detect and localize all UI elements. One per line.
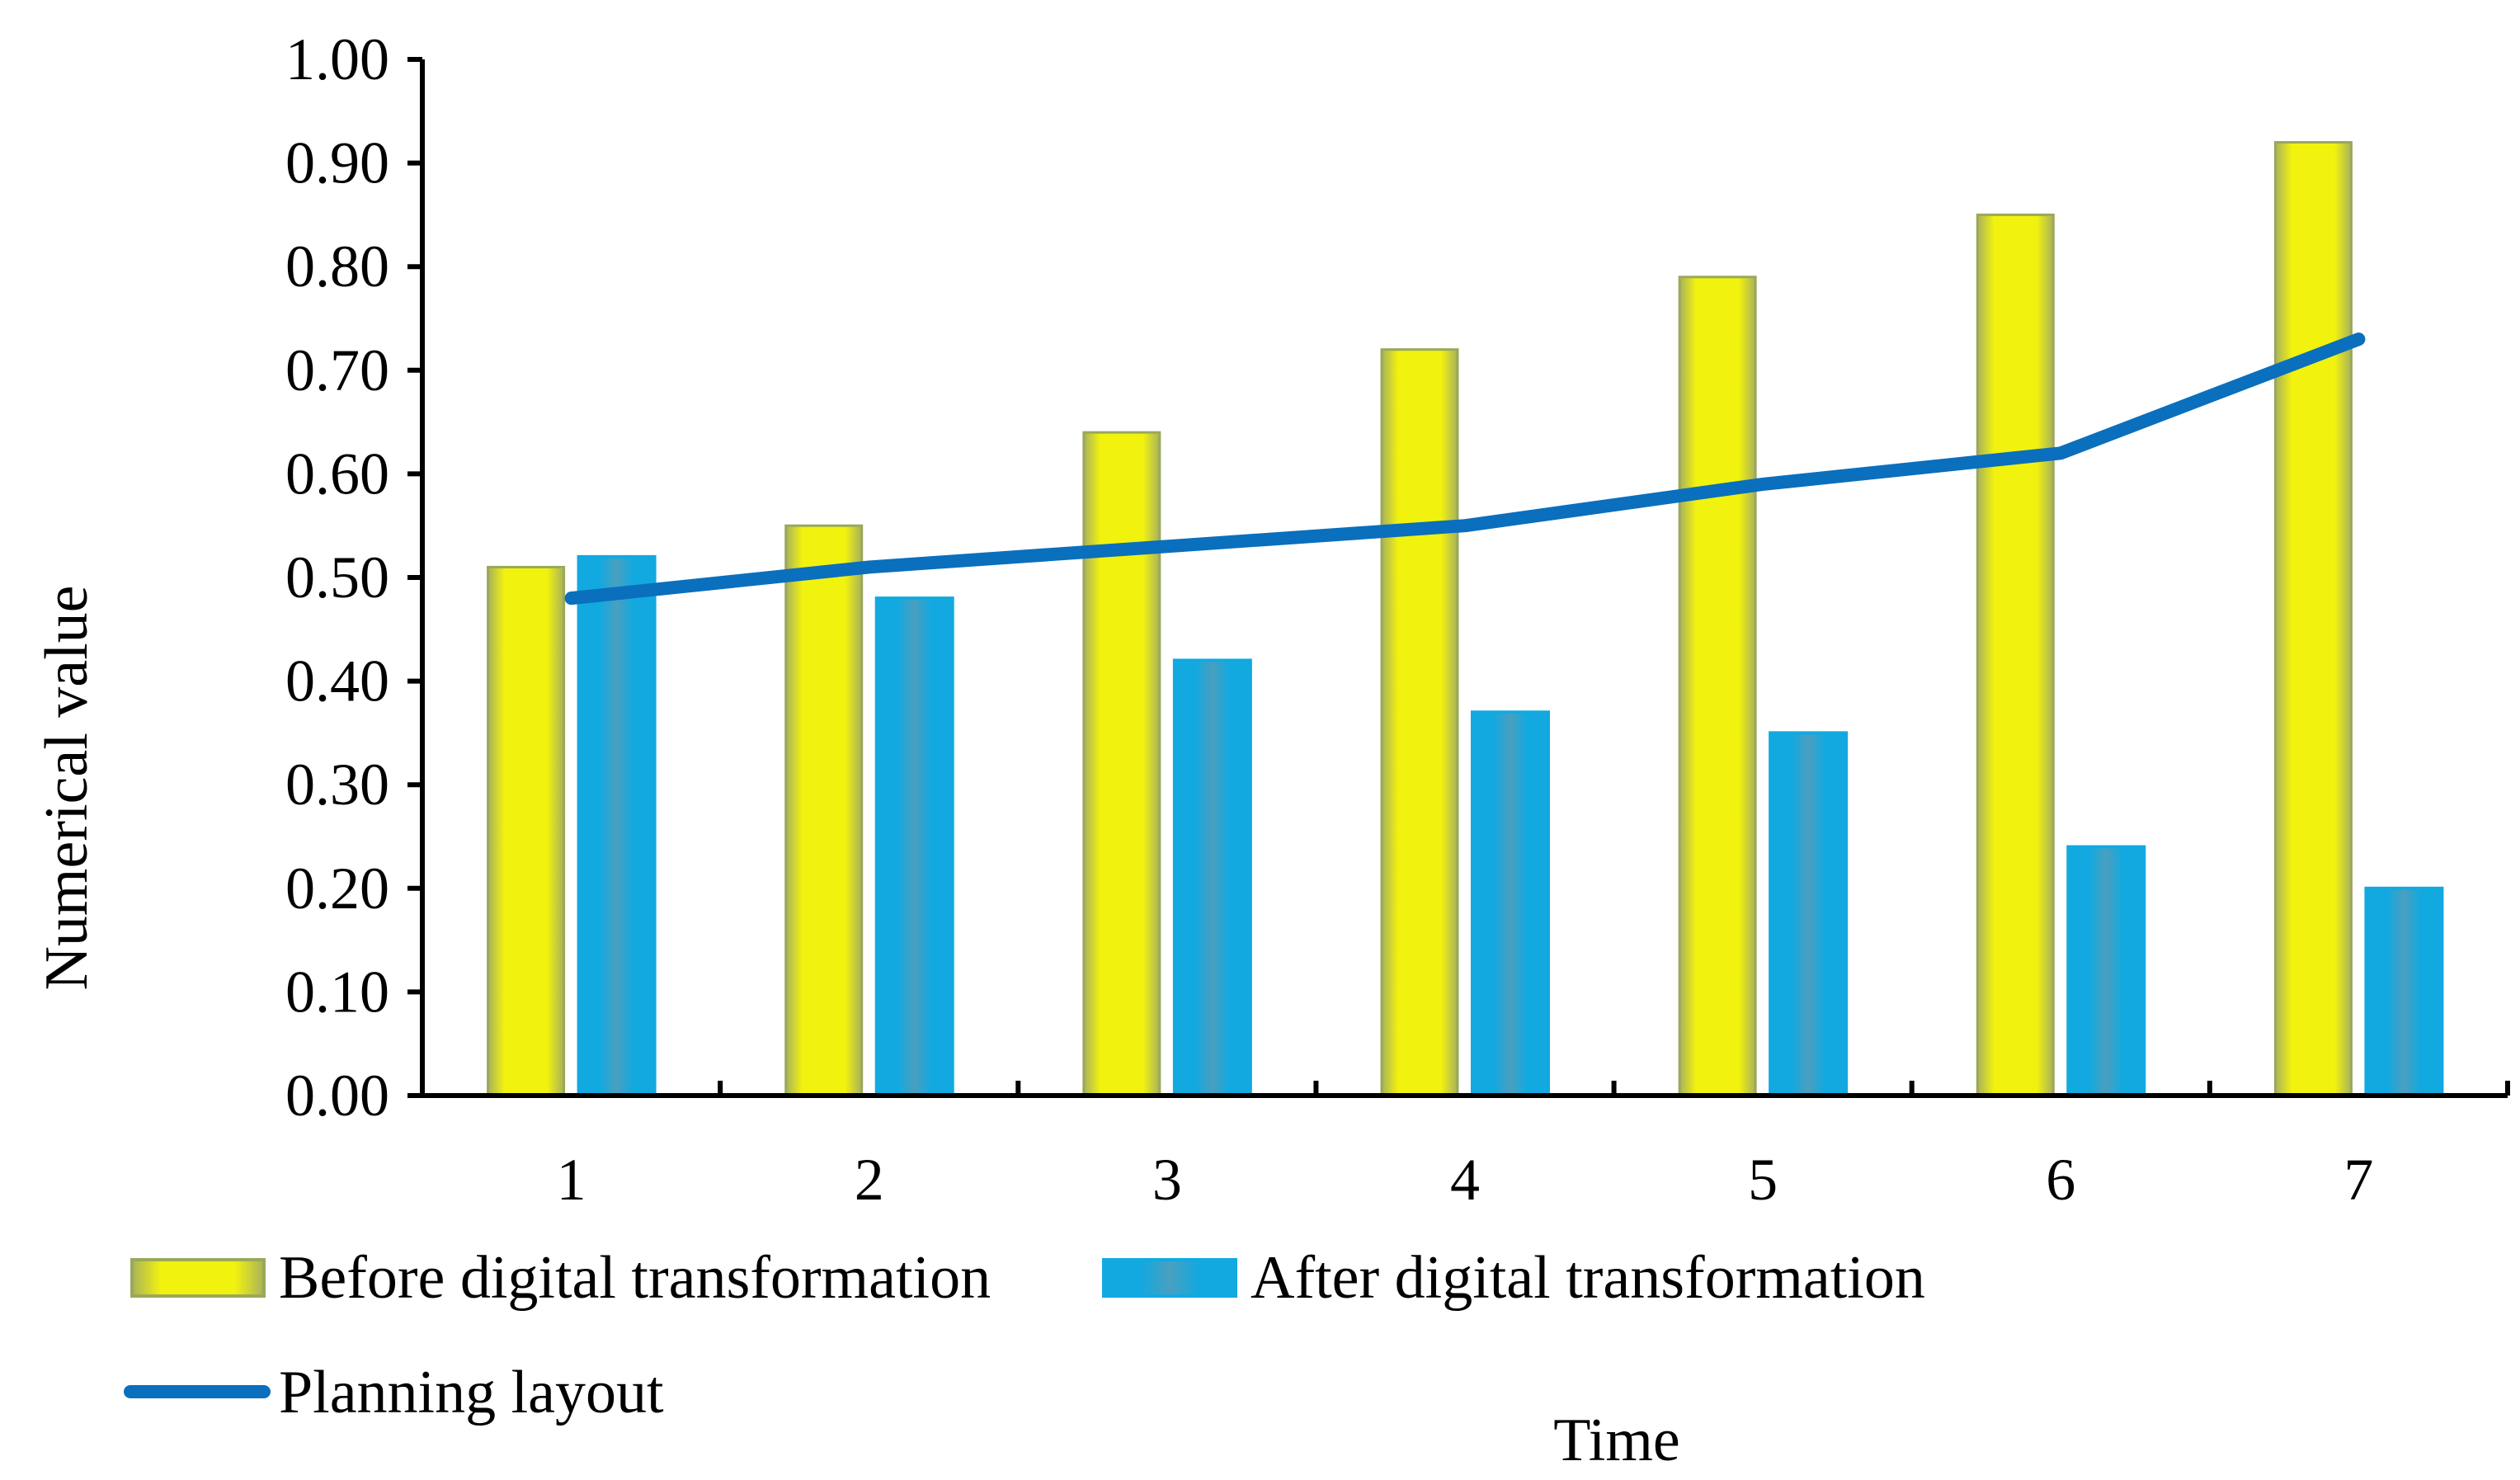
x-tick-label: 3 xyxy=(1152,1147,1182,1213)
y-tick-label: 0.40 xyxy=(285,648,389,714)
legend-label-after: After digital transformation xyxy=(1251,1244,1925,1312)
x-tick-label: 1 xyxy=(557,1147,586,1213)
x-tick-label: 6 xyxy=(2046,1147,2075,1213)
bar-before-5 xyxy=(1678,276,1757,1097)
legend-swatch-before xyxy=(130,1258,266,1298)
x-tick-label: 5 xyxy=(1748,1147,1778,1213)
legend-label-before: Before digital transformation xyxy=(279,1244,991,1312)
line-group xyxy=(564,332,2366,606)
bar-before-2 xyxy=(784,524,864,1097)
bar-after-5 xyxy=(1769,731,1849,1098)
y-tick-label: 0.50 xyxy=(285,544,389,610)
bar-after-1 xyxy=(577,554,657,1097)
legend-label-line: Planning layout xyxy=(279,1359,664,1426)
y-tick-label: 0.30 xyxy=(285,752,389,818)
axes-group: 0.00 0.10 0.20 0.30 0.40 0.50 0.60 0.70 0.80 0.90… xyxy=(285,26,2510,1213)
x-tick-label: 2 xyxy=(855,1147,884,1213)
bar-after-6 xyxy=(2066,845,2146,1098)
y-tick-label: 0.60 xyxy=(285,441,389,507)
x-tick-label: 7 xyxy=(2343,1147,2373,1213)
bar-before-7 xyxy=(2273,140,2353,1097)
y-tick-label: 0.10 xyxy=(285,959,389,1025)
x-axis-title: Time xyxy=(1553,1407,1680,1474)
y-tick-label: 0.20 xyxy=(285,855,389,921)
y-axis-title: Numerical value xyxy=(33,585,101,990)
y-tick-label: 0.00 xyxy=(285,1063,389,1129)
bar-before-6 xyxy=(1976,213,2055,1097)
y-tick-label: 0.70 xyxy=(285,337,389,403)
bar-after-7 xyxy=(2364,886,2444,1098)
x-tick-label: 4 xyxy=(1450,1147,1480,1213)
planning-layout-line xyxy=(564,332,2366,606)
y-tick-label: 0.80 xyxy=(285,233,389,299)
bar-after-2 xyxy=(874,596,954,1097)
bar-before-4 xyxy=(1380,348,1459,1097)
bar-after-4 xyxy=(1471,710,1550,1098)
y-tick-label: 0.90 xyxy=(285,130,389,196)
legend: Before digital transformation After digi… xyxy=(124,1244,1925,1426)
bar-after-3 xyxy=(1172,658,1252,1097)
bar-before-3 xyxy=(1082,431,1161,1097)
y-tick-label: 1.00 xyxy=(285,26,389,92)
bars-group xyxy=(487,140,2444,1098)
legend-swatch-after xyxy=(1102,1258,1237,1298)
bar-before-1 xyxy=(487,565,566,1097)
